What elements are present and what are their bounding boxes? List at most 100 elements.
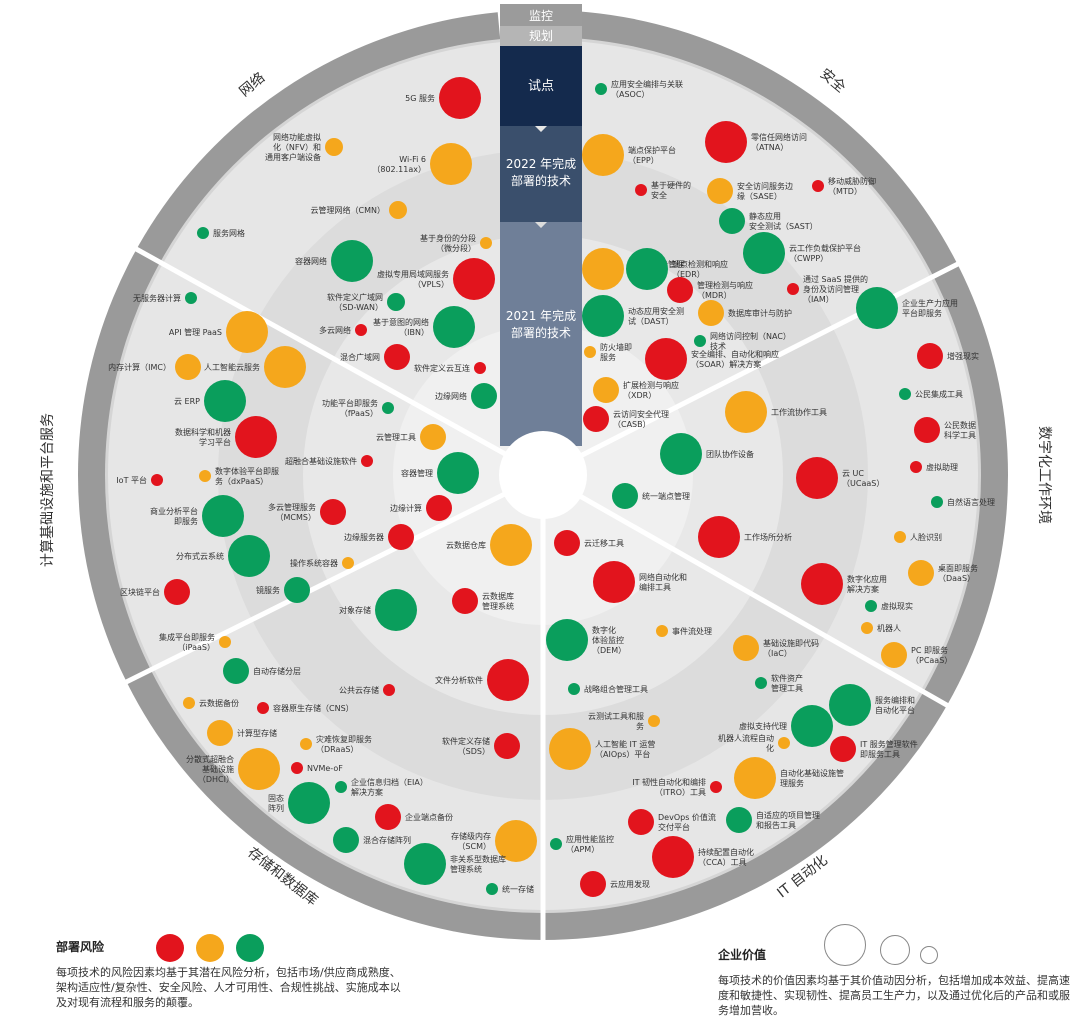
tech-item-stratportfolio: 战略组合管理工具 [568, 683, 648, 695]
tech-bubble [612, 483, 638, 509]
tech-bubble [291, 762, 303, 774]
tech-label: 软件资产管理工具 [771, 673, 803, 693]
tech-bubble [361, 455, 373, 467]
tech-label: 服务编排和自动化平台 [875, 695, 915, 715]
tech-label: 静态应用安全测试（SAST） [749, 211, 818, 231]
risk-medium-swatch [196, 934, 224, 962]
tech-item-vr: 虚拟现实 [865, 600, 913, 612]
tech-item-entbackup: 企业端点备份 [375, 804, 453, 830]
tech-bubble [645, 338, 687, 380]
tech-item-sase: 安全访问服务边缘（SASE） [707, 178, 793, 204]
tech-item-dsml: 数据科学和机器学习平台 [175, 416, 277, 458]
tech-bubble [235, 416, 277, 458]
tech-bubble [490, 524, 532, 566]
tech-label: 虚拟助理 [926, 462, 958, 472]
value-legend-title: 企业价值 [718, 948, 767, 962]
tech-item-apimgmt: API 管理 PaaS [169, 311, 268, 353]
tech-item-computstore: 计算型存储 [207, 720, 277, 746]
tech-bubble [219, 636, 231, 648]
tech-label: 存储级内存（SCM） [451, 831, 491, 851]
tech-bubble [199, 470, 211, 482]
tech-item-epp: 端点保护平台（EPP） [582, 134, 676, 176]
tech-label: 基础设施即代码（IaC） [763, 638, 819, 658]
tech-label: 无服务器计算 [133, 293, 181, 303]
tech-label: 桌面即服务（DaaS） [938, 563, 978, 583]
tech-bubble [796, 457, 838, 499]
tech-bubble [257, 702, 269, 714]
tech-label: 虚拟专用局域网服务（VPLS） [377, 269, 449, 289]
tech-bubble [698, 516, 740, 558]
tech-bubble [914, 417, 940, 443]
tech-bubble [550, 838, 562, 850]
stage-pilot-label: 试点 [528, 79, 554, 94]
tech-label: PC 即服务（PCaaS） [911, 645, 952, 665]
tech-label: 扩展检测与响应（XDR） [623, 380, 679, 400]
tech-item-dxpaas: 数字体验平台即服务（dxPaaS） [199, 466, 279, 486]
tech-item-citizen: 公民集成工具 [899, 388, 963, 400]
tech-item-itro: IT 韧性自动化和编排（ITRO）工具 [632, 777, 722, 797]
tech-label: 数据科学和机器学习平台 [175, 427, 231, 447]
tech-item-ipaas: 集成平台即服务（iPaaS） [159, 632, 231, 652]
tech-label: 安全编排、自动化和响应（SOAR）解决方案 [691, 349, 779, 369]
tech-bubble [656, 625, 668, 637]
tech-label: 容器管理 [401, 468, 433, 478]
stage-2021-band [500, 222, 582, 446]
tech-label: 功能平台即服务（fPaaS） [322, 398, 378, 418]
tech-item-cwpp: 云工作负载保护平台（CWPP） [743, 232, 861, 274]
tech-bubble [439, 77, 481, 119]
sector-divider [541, 472, 1010, 743]
tech-bubble [554, 530, 580, 556]
tech-item-scm: 存储级内存（SCM） [451, 820, 537, 862]
tech-bubble [791, 705, 833, 747]
tech-bubble [830, 736, 856, 762]
risk-legend-title: 部署风险 [56, 940, 105, 954]
tech-item-teamcollab: 团队协作设备 [660, 433, 754, 475]
tech-label: NVMe-oF [307, 764, 343, 773]
tech-item-containermgmt: 容器管理 [401, 452, 479, 494]
tech-item-wifi6: Wi-Fi 6 （802.11ax） [372, 143, 472, 185]
tech-label: 动态应用安全测试（DAST） [628, 306, 684, 326]
tech-label: 商业分析平台即服务 [150, 506, 198, 526]
tech-item-imc: 内存计算（IMC） [108, 354, 201, 380]
value-legend: 企业价值 每项技术的价值因素均基于其价值动因分析，包括增加成本效益、提高速度和敏… [718, 948, 1073, 1018]
tech-bubble [207, 720, 233, 746]
tech-item-fpaas: 功能平台即服务（fPaaS） [322, 398, 394, 418]
tech-bubble [584, 346, 596, 358]
tech-label: 云应用发现 [610, 879, 650, 889]
tech-label: 自然语言处理 [947, 497, 995, 507]
tech-bubble [726, 807, 752, 833]
tech-item-cmn: 云管理网络（CMN） [311, 201, 407, 219]
tech-label: 人工智能 IT 运营（AIOps）平台 [595, 739, 655, 759]
tech-bubble [546, 619, 588, 661]
tech-item-devops: DevOps 价值流交付平台 [628, 809, 716, 835]
tech-item-hwsec: 基于硬件的安全 [635, 180, 691, 200]
tech-bubble [865, 600, 877, 612]
tech-item-fileanalysis: 文件分析软件 [435, 659, 529, 701]
tech-bubble [881, 642, 907, 668]
tech-label: 容器原生存储（CNS） [273, 703, 354, 713]
tech-label: API 管理 PaaS [169, 327, 222, 337]
tech-bubble [660, 433, 702, 475]
tech-bubble [778, 737, 790, 749]
value-small-swatch [920, 946, 938, 964]
tech-label: 人脸识别 [910, 532, 942, 542]
tech-bubble [335, 781, 347, 793]
tech-label: 数字化体验监控（DEM） [592, 625, 626, 655]
tech-item-hybrid_wan: 混合广域网 [340, 344, 410, 370]
tech-label: 集成平台即服务（iPaaS） [159, 632, 215, 652]
sector-network: 网络 [237, 70, 269, 100]
tech-label: 混合广域网 [340, 352, 380, 362]
tech-label: 人工智能云服务 [204, 362, 260, 372]
tech-bubble [264, 346, 306, 388]
tech-bubble [284, 577, 310, 603]
tech-bubble [202, 495, 244, 537]
tech-bubble [710, 781, 722, 793]
tech-item-dast: 动态应用安全测试（DAST） [582, 295, 684, 337]
tech-label: 公共云存储 [339, 685, 379, 695]
tech-label: 虚拟现实 [881, 601, 913, 611]
tech-item-nvmeof: NVMe-oF [291, 762, 343, 774]
value-large-swatch [824, 924, 866, 966]
tech-item-adaptreport: 自适应的项目管理和报告工具 [726, 807, 820, 833]
tech-item-rpa: 机器人流程自动化 [718, 733, 790, 753]
tech-item-empplat: 企业生产力应用平台即服务 [856, 287, 958, 329]
